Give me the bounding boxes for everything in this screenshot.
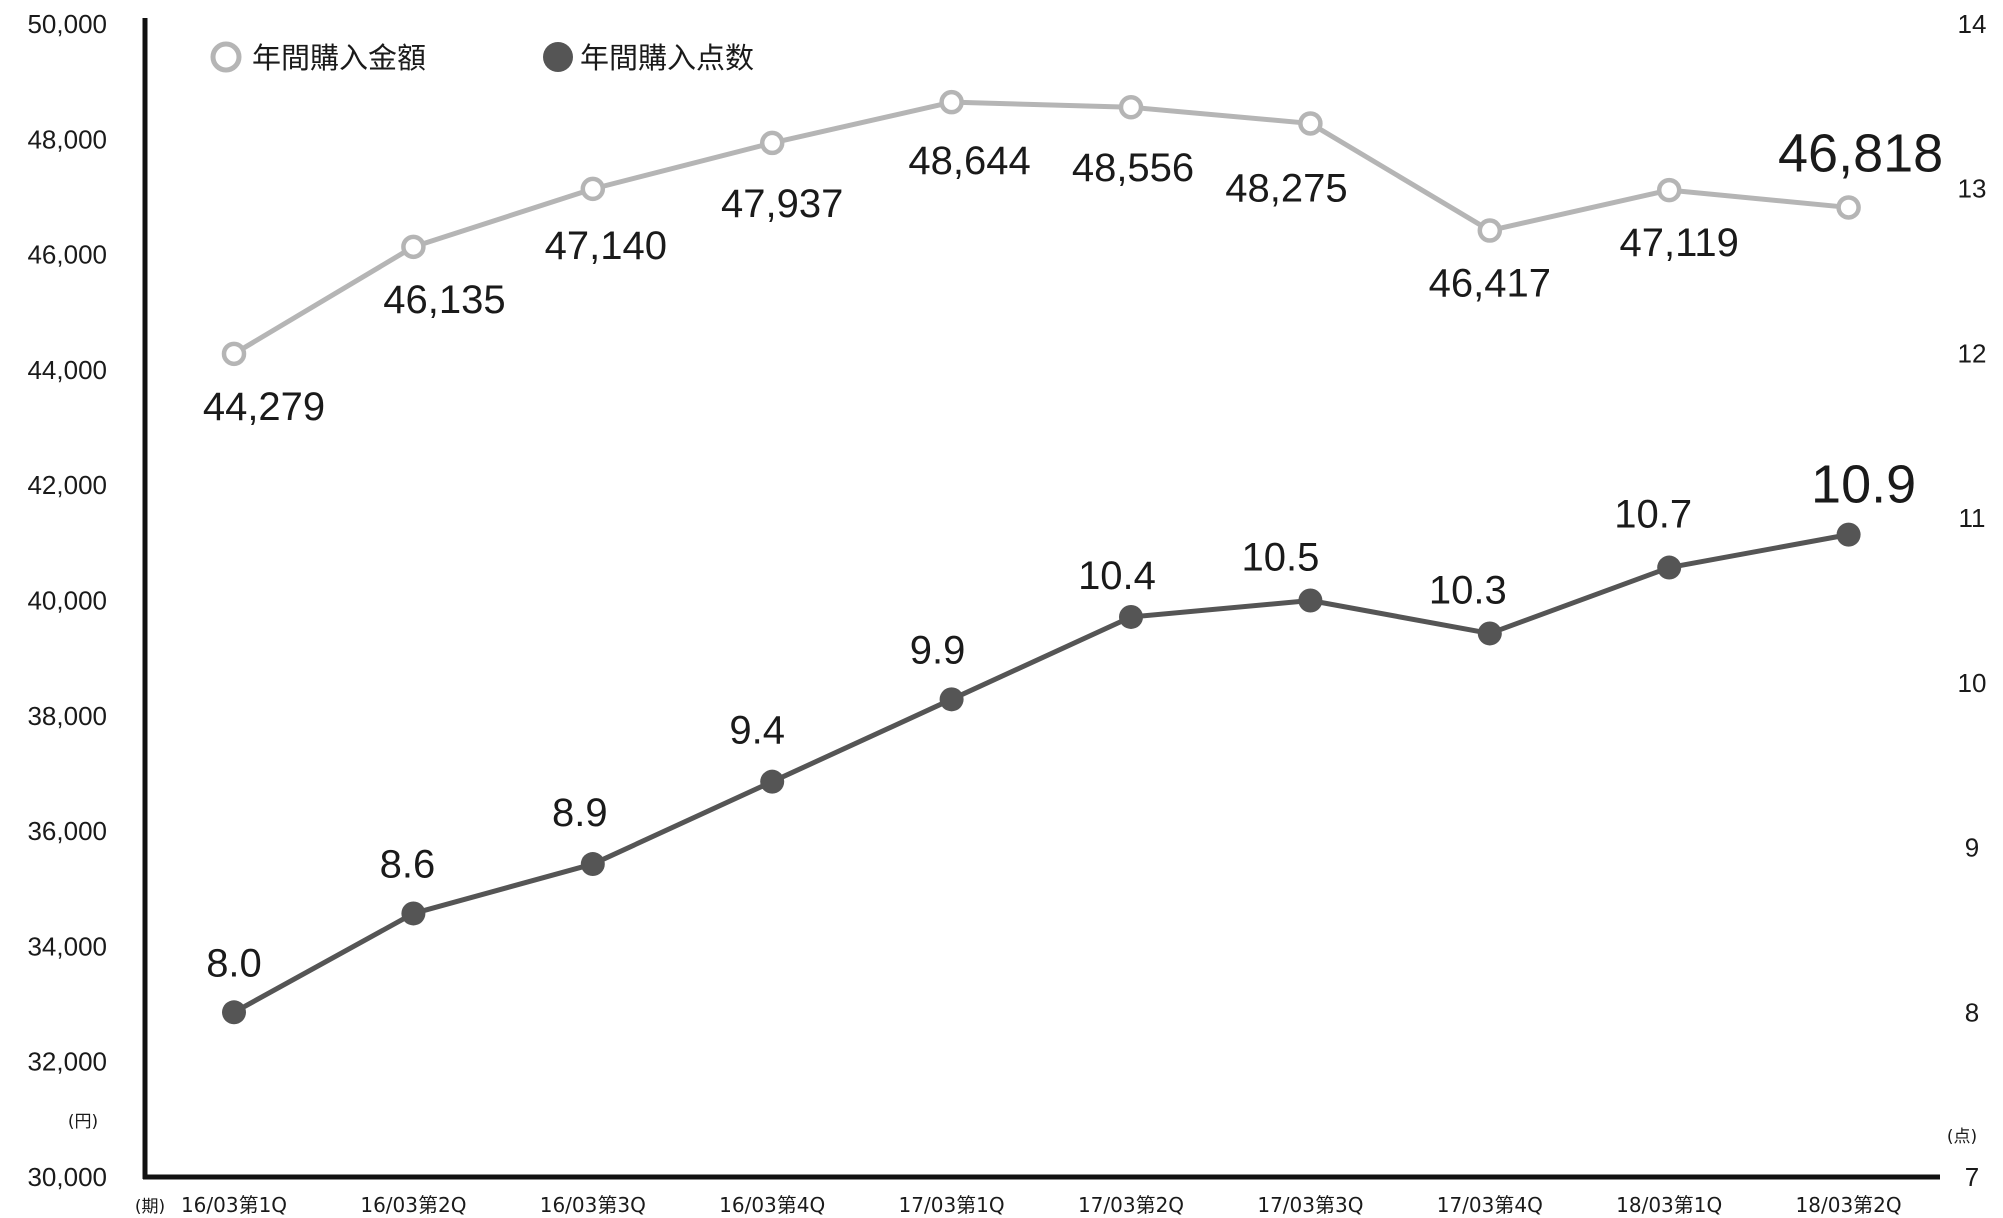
count-data-label: 8.0 (206, 941, 262, 985)
left-y-tick-label: 38,000 (27, 701, 107, 731)
count-line (232, 532, 1850, 1015)
amount-point (1118, 94, 1144, 120)
right-y-tick-label: 11 (1959, 503, 1986, 533)
amount-point (401, 234, 426, 260)
count-point (580, 852, 605, 877)
count-point (1298, 588, 1323, 613)
left-y-tick-label: 48,000 (27, 124, 107, 154)
count-point (939, 687, 964, 712)
count-data-label: 10.4 (1078, 554, 1156, 598)
x-tick-label: 16/03第4Q (719, 1193, 825, 1217)
series-count: 8.0 8.6 8.9 9.4 9.9 10.4 10.5 10.3 10.7 10.9 (206, 455, 1916, 1025)
x-tick-label: 17/03第4Q (1437, 1193, 1543, 1217)
right-y-tick-label: 8 (1965, 997, 1979, 1027)
x-tick-label: 18/03第2Q (1796, 1193, 1902, 1217)
amount-data-label: 46,135 (383, 278, 505, 322)
right-y-tick-label: 9 (1965, 833, 1979, 863)
right-y-unit-label: (点) (1947, 1127, 1977, 1147)
right-y-tick-label: 7 (1965, 1162, 1979, 1192)
count-data-label: 9.9 (910, 628, 966, 672)
legend-label-amount: 年間購入金額 (252, 41, 426, 75)
right-y-tick-label: 10 (1958, 668, 1987, 698)
count-point (760, 769, 785, 794)
x-tick-label: 18/03第1Q (1616, 1193, 1722, 1217)
left-y-tick-label: 40,000 (27, 586, 107, 616)
amount-data-label: 46,417 (1429, 262, 1551, 306)
amount-point (939, 89, 964, 115)
x-tick-label: 17/03第2Q (1078, 1193, 1184, 1217)
amount-data-label: 48,556 (1072, 146, 1194, 190)
amount-data-label: 44,279 (203, 385, 325, 429)
right-y-tick-label: 13 (1958, 174, 1987, 204)
left-y-tick-label: 50,000 (27, 9, 107, 39)
amount-point (221, 341, 247, 367)
x-axis: 16/03第1Q 16/03第2Q 16/03第3Q 16/03第4Q 17/03第1Q… (143, 1174, 1940, 1217)
right-y-tick-label: 12 (1958, 338, 1987, 368)
left-y-tick-label: 36,000 (27, 816, 107, 846)
count-point (222, 1000, 246, 1025)
left-y-unit-label: (円) (68, 1112, 98, 1132)
count-point (1836, 522, 1861, 547)
amount-line (232, 99, 1849, 356)
amount-point (759, 130, 785, 156)
legend-hollow-marker (210, 41, 242, 73)
left-y-tick-label: 42,000 (27, 470, 107, 500)
left-y-tick-label: 30,000 (27, 1162, 107, 1192)
x-tick-label: 16/03第1Q (181, 1193, 287, 1217)
count-data-label: 8.6 (380, 842, 436, 886)
left-y-tick-label: 32,000 (27, 1047, 107, 1077)
amount-point (1656, 177, 1682, 203)
count-data-label: 10.5 (1241, 536, 1319, 580)
amount-data-label: 48,275 (1225, 166, 1347, 210)
amount-point (1298, 111, 1323, 136)
count-data-label: 9.4 (729, 709, 785, 753)
amount-data-label: 46,818 (1778, 123, 1943, 183)
left-y-tick-label: 46,000 (27, 240, 107, 270)
count-data-label: 10.9 (1811, 455, 1916, 515)
series-amount: 44,279 46,135 47,140 47,937 48,644 48,556 48,2… (203, 89, 1943, 429)
legend-filled-marker (543, 42, 573, 72)
legend-label-count: 年間購入点数 (580, 41, 754, 75)
left-y-tick-label: 44,000 (27, 355, 107, 385)
x-tick-label: 17/03第1Q (899, 1193, 1005, 1217)
amount-data-label: 48,644 (908, 139, 1030, 183)
count-point (401, 901, 426, 926)
right-y-tick-label: 14 (1958, 9, 1987, 39)
x-tick-label: 17/03第3Q (1257, 1193, 1363, 1217)
right-y-axis: 7 8 9 10 11 12 13 14 (1958, 9, 1987, 1192)
left-y-tick-label: 34,000 (27, 931, 107, 961)
amount-point (580, 176, 606, 202)
amount-data-label: 47,119 (1620, 221, 1739, 265)
amount-data-label: 47,140 (545, 224, 667, 268)
legend: 年間購入金額 年間購入点数 (210, 41, 754, 75)
count-point (1477, 621, 1502, 646)
amount-point (1477, 218, 1503, 243)
count-data-label: 10.3 (1429, 568, 1507, 612)
count-point (1119, 604, 1143, 629)
x-tick-label: 16/03第3Q (540, 1193, 646, 1217)
count-data-label: 8.9 (552, 791, 608, 835)
amount-data-label: 47,937 (721, 182, 843, 226)
amount-point (1836, 195, 1861, 220)
count-data-label: 10.7 (1614, 493, 1692, 537)
count-point (1657, 555, 1682, 580)
x-tick-label: 16/03第2Q (360, 1193, 466, 1217)
left-y-axis: 30,000 32,000 34,000 36,000 38,000 40,000 42,0… (27, 9, 148, 1192)
x-unit-label: (期) (135, 1197, 165, 1217)
